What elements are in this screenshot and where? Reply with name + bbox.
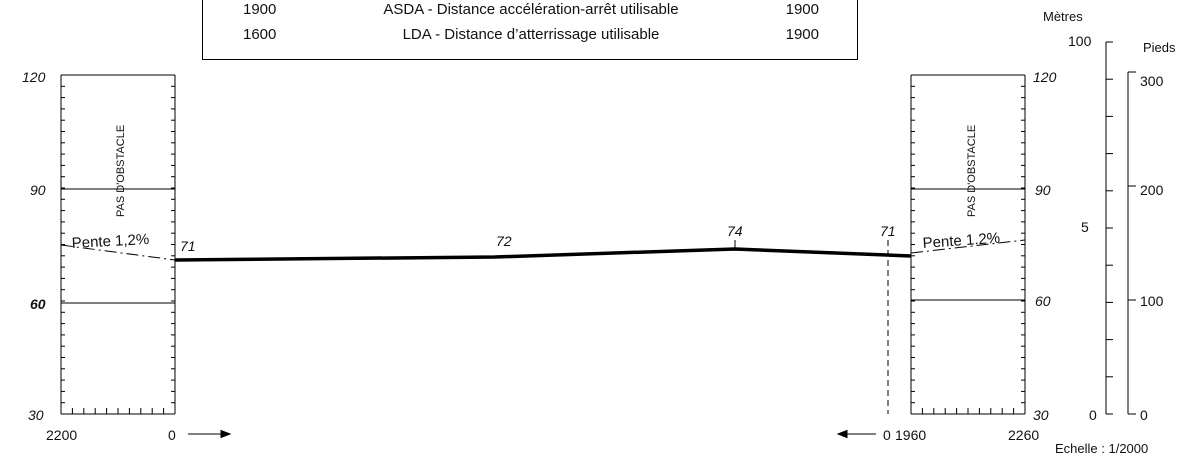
left-obstacle-label: PAS D'OBSTACLE	[115, 125, 127, 217]
vertical-scale: Mètres Pieds 100 5 0 300 200 100 0 Echel…	[1043, 9, 1176, 456]
right-height-30: 30	[1033, 407, 1049, 423]
right-approach-slope-line	[910, 239, 1026, 254]
left-obstacle-box	[60, 74, 176, 415]
lda-row: 1600 LDA - Distance d’atterrissage utili…	[203, 23, 859, 47]
elevation-label-71-right: 71	[880, 223, 896, 239]
metres-label-0: 0	[1089, 407, 1097, 423]
right-height-90: 90	[1035, 182, 1051, 198]
left-height-90: 90	[30, 182, 46, 198]
feet-scale-ticks	[1128, 71, 1136, 415]
distance-left-end: 2200	[46, 427, 77, 443]
left-height-30: 30	[28, 407, 44, 423]
elevation-label-74: 74	[727, 223, 743, 239]
elevation-label-71-left: 71	[180, 238, 196, 254]
asda-label: ASDA - Distance accélération-arrêt utili…	[383, 1, 679, 18]
arrow-left-head	[836, 429, 848, 439]
left-slope-label: Pente 1,2%	[71, 231, 149, 252]
lda-left-value: 1600	[243, 26, 277, 43]
bottom-distance-labels: 2200 0 0 1960 2260	[46, 427, 1039, 443]
left-height-labels: 120 90 60 30	[22, 69, 46, 423]
right-height-labels: 120 90 60 30	[1033, 69, 1057, 423]
feet-title: Pieds	[1143, 40, 1176, 55]
arrow-right-head	[220, 429, 232, 439]
asda-right-value: 1900	[785, 1, 819, 18]
metres-label-100: 100	[1068, 33, 1092, 49]
right-obstacle-label: PAS D'OBSTACLE	[966, 125, 978, 217]
runway-profile-line	[174, 247, 912, 262]
lda-right-value: 1900	[785, 26, 819, 43]
metres-scale-ticks	[1106, 41, 1113, 415]
elevation-label-72: 72	[496, 233, 512, 249]
distance-left-zero: 0	[168, 427, 176, 443]
feet-label-0: 0	[1140, 407, 1148, 423]
lda-label: LDA - Distance d’atterrissage utilisable	[402, 26, 660, 43]
distance-table: 1900 ASDA - Distance accélération-arrêt …	[202, 0, 858, 60]
distance-right-zero: 0	[883, 427, 891, 443]
asda-left-value: 1900	[243, 1, 277, 18]
direction-arrows	[188, 429, 876, 439]
metres-label-5: 5	[1081, 219, 1089, 235]
left-box-ticks	[61, 85, 175, 414]
asda-row: 1900 ASDA - Distance accélération-arrêt …	[203, 0, 859, 22]
right-box-ticks	[911, 85, 1025, 414]
metres-title: Mètres	[1043, 9, 1083, 24]
distance-threshold: 1960	[895, 427, 926, 443]
left-approach-slope-line	[60, 244, 176, 261]
feet-label-100: 100	[1140, 293, 1164, 309]
right-height-60: 60	[1035, 293, 1051, 309]
left-height-60: 60	[30, 296, 46, 312]
feet-label-200: 200	[1140, 182, 1164, 198]
right-slope-label: Pente 1.2%	[922, 230, 1001, 252]
scale-ratio: Echelle : 1/2000	[1055, 441, 1148, 456]
feet-label-300: 300	[1140, 73, 1164, 89]
right-height-120: 120	[1033, 69, 1057, 85]
left-height-120: 120	[22, 69, 46, 85]
distance-right-end: 2260	[1008, 427, 1039, 443]
right-obstacle-box	[910, 74, 1026, 415]
